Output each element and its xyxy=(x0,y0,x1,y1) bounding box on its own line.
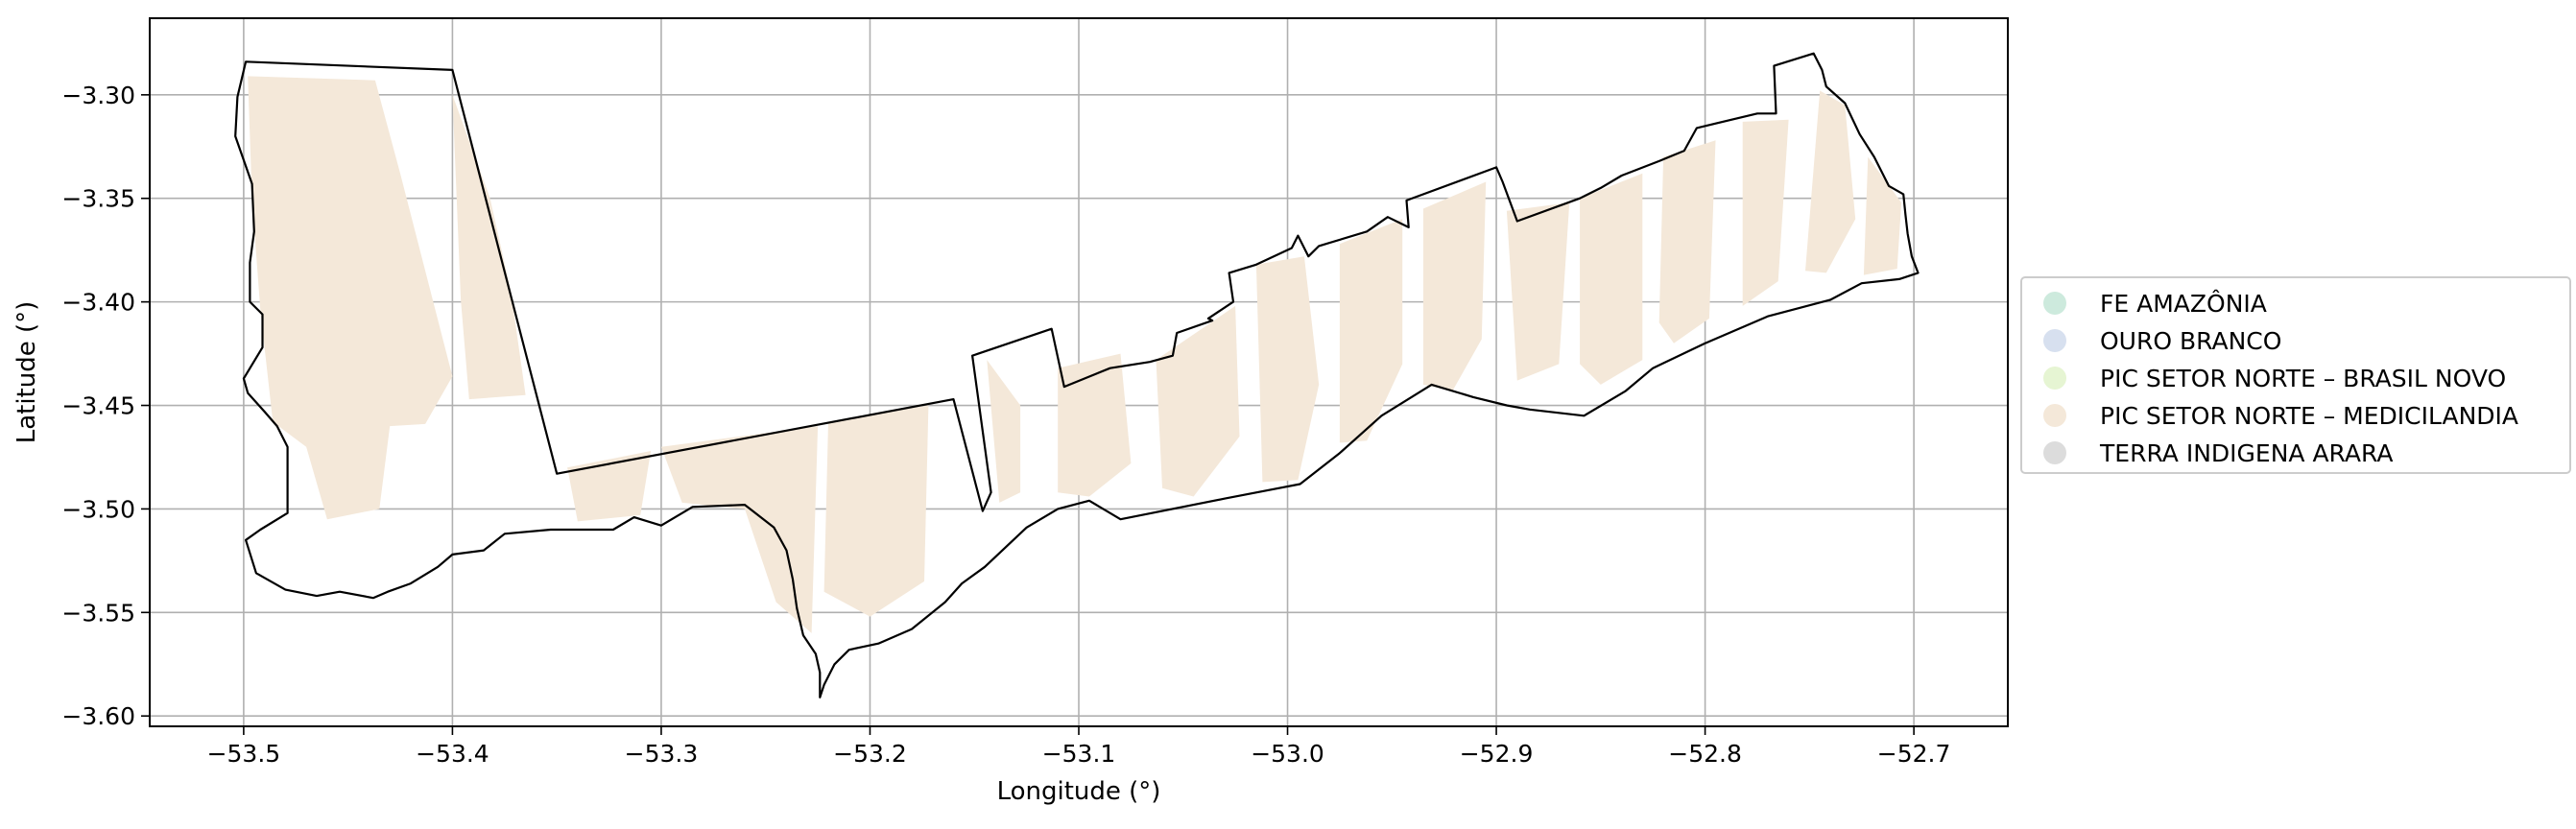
x-tick-label: −53.5 xyxy=(207,740,281,768)
legend-marker xyxy=(2043,292,2066,315)
y-tick-label: −3.60 xyxy=(61,702,135,730)
parcel-polygon xyxy=(1058,353,1132,497)
y-tick-label: −3.55 xyxy=(61,599,135,627)
legend-label: PIC SETOR NORTE – MEDICILANDIA xyxy=(2100,402,2518,430)
parcel-polygon xyxy=(1805,90,1856,273)
boundary-outline xyxy=(234,52,1920,699)
legend-items: FE AMAZÔNIA OURO BRANCO PIC SETOR NORTE – … xyxy=(2043,289,2518,467)
y-tick-label: −3.40 xyxy=(61,289,135,317)
legend-label: PIC SETOR NORTE – BRASIL NOVO xyxy=(2100,365,2506,392)
boundary-layer xyxy=(234,52,1920,699)
y-tick-label: −3.45 xyxy=(61,392,135,420)
x-tick-label: −52.9 xyxy=(1460,740,1534,768)
parcel-polygon xyxy=(1863,156,1902,275)
parcel-polygon xyxy=(1580,173,1643,385)
x-axis-label: Longitude (°) xyxy=(997,777,1161,806)
y-axis-label: Latitude (°) xyxy=(12,301,41,444)
parcel-polygon xyxy=(1422,181,1487,391)
legend-marker xyxy=(2043,441,2066,464)
parcel-polygon xyxy=(1339,219,1403,443)
y-tick-label: −3.30 xyxy=(61,82,135,109)
legend-marker xyxy=(2043,329,2066,352)
legend-frame xyxy=(2020,276,2571,474)
parcel-polygon xyxy=(248,76,453,520)
legend-marker xyxy=(2043,367,2066,390)
parcel-polygon xyxy=(567,451,652,522)
parcel-polygon xyxy=(452,94,526,400)
x-tick-label: −53.0 xyxy=(1251,740,1324,768)
parcel-fill-layer xyxy=(248,76,1902,633)
parcel-polygon xyxy=(1255,256,1320,483)
x-tick-label: −53.1 xyxy=(1042,740,1116,768)
parcel-polygon xyxy=(823,405,929,617)
x-axis: −53.5 −53.4 −53.3 −53.2 −53.1 −53.0 −52.9 −52.8… xyxy=(207,726,1951,768)
legend-marker xyxy=(2043,404,2066,427)
y-tick-label: −3.35 xyxy=(61,185,135,213)
legend-label: FE AMAZÔNIA xyxy=(2100,289,2267,318)
y-tick-label: −3.50 xyxy=(61,495,135,523)
parcel-polygon xyxy=(1742,119,1789,306)
parcel-polygon xyxy=(1658,140,1716,343)
legend-label: TERRA INDIGENA ARARA xyxy=(2099,439,2393,467)
parcel-polygon xyxy=(987,360,1021,503)
y-axis: −3.30 −3.35 −3.40 −3.45 −3.50 −3.55 −3.60 xyxy=(61,82,150,730)
x-tick-label: −53.4 xyxy=(416,740,489,768)
parcel-polygon xyxy=(660,426,819,633)
x-tick-label: −52.8 xyxy=(1668,740,1742,768)
x-tick-label: −53.3 xyxy=(625,740,699,768)
x-tick-label: −52.7 xyxy=(1877,740,1951,768)
legend-label: OURO BRANCO xyxy=(2100,327,2281,355)
parcel-polygon xyxy=(1156,305,1240,497)
legend: FE AMAZÔNIA OURO BRANCO PIC SETOR NORTE – … xyxy=(2020,276,2571,474)
x-tick-label: −53.2 xyxy=(833,740,907,768)
parcel-polygon xyxy=(1506,202,1570,381)
